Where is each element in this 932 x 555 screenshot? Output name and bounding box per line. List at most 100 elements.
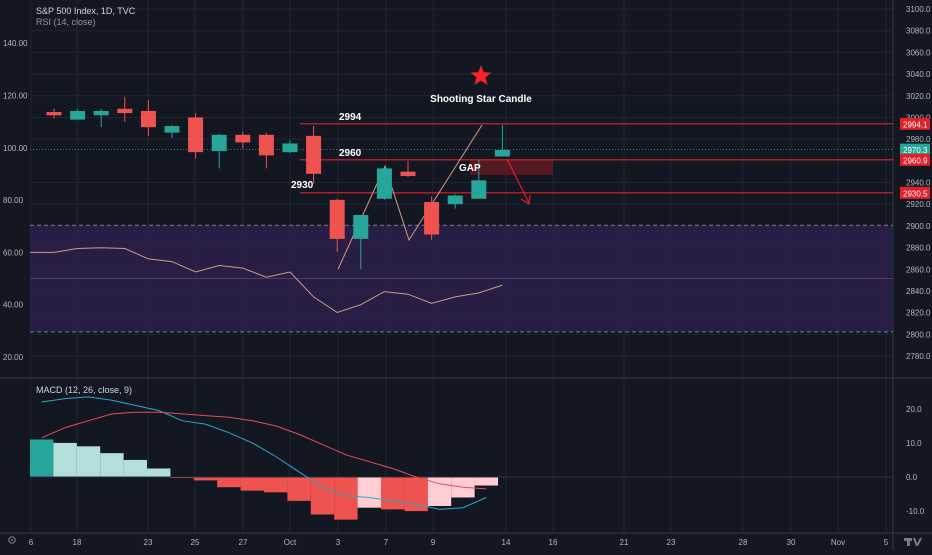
- x-axis-label: 30: [787, 538, 796, 547]
- candle-body: [376, 168, 392, 199]
- macd-histogram-bar: [404, 477, 428, 512]
- price-axis-label: 2820.0: [906, 309, 931, 318]
- price-tag-2960-bg: [900, 153, 930, 166]
- candle-body: [471, 180, 487, 199]
- price-tag-2930: 2930.5: [903, 189, 928, 198]
- x-axis-label: Nov: [831, 538, 845, 547]
- macd-histogram-bar: [264, 477, 288, 493]
- macd-histogram-bar: [193, 477, 218, 481]
- macd-axis-label: -10.0: [906, 507, 925, 516]
- macd-axis-label: 20.0: [906, 405, 922, 414]
- price-axis-label: 2800.0: [906, 330, 931, 339]
- x-axis-label: 18: [73, 538, 82, 547]
- macd-histogram-bar: [100, 453, 124, 477]
- price-tag-2994: 2994.1: [903, 120, 928, 129]
- tradingview-logo-icon: [904, 537, 922, 546]
- rsi-axis-label: 140.00: [3, 39, 28, 48]
- x-axis-label: 23: [667, 538, 676, 547]
- price-axis-label: 3100.0: [906, 5, 931, 14]
- candle-body: [117, 108, 133, 114]
- signal-line: [41, 411, 487, 490]
- x-axis-label: 5: [884, 538, 889, 547]
- macd-histogram-bar: [217, 477, 241, 488]
- gap-label: GAP: [459, 163, 481, 174]
- macd-histogram-bar: [147, 468, 171, 477]
- rsi-axis-label: 100.00: [3, 144, 28, 153]
- candle-body: [447, 195, 463, 205]
- price-axis-label: 3040.0: [906, 70, 931, 79]
- price-axis-label: 3080.0: [906, 27, 931, 36]
- level-label-2960: 2960: [339, 148, 362, 159]
- candle-body: [494, 149, 510, 157]
- price-axis-label: 2880.0: [906, 244, 931, 253]
- rsi-axis-label: 40.00: [3, 301, 24, 310]
- candle-body: [306, 135, 322, 174]
- candle-body: [235, 134, 251, 143]
- price-tag-last-bg: [900, 143, 930, 156]
- candle-body: [329, 199, 345, 239]
- star-icon: [470, 65, 492, 85]
- x-axis-label: Oct: [284, 538, 297, 547]
- price-axis-label: 2780.0: [906, 352, 931, 361]
- candle-body: [70, 110, 86, 120]
- x-axis-label: 14: [502, 538, 511, 547]
- rsi-axis-label: 20.00: [3, 353, 24, 362]
- x-axis-label: 9: [431, 538, 436, 547]
- candle-body: [140, 110, 156, 128]
- candle-body: [258, 134, 274, 156]
- price-axis-label: 2900.0: [906, 222, 931, 231]
- price-axis-label: 2920.0: [906, 200, 931, 209]
- price-tag-2960: 2960.9: [903, 156, 928, 165]
- x-axis-label: 16: [549, 538, 558, 547]
- candle-body: [353, 215, 369, 239]
- candle-body: [93, 110, 109, 116]
- macd-histogram-bar: [76, 446, 101, 477]
- price-axis-label: 3060.0: [906, 48, 931, 57]
- macd-axis-label: 0.0: [906, 473, 918, 482]
- candle-body: [46, 112, 62, 116]
- down-arrow-shaft: [506, 158, 530, 204]
- rsi-axis-label: 120.00: [3, 92, 28, 101]
- level-label-2930: 2930: [291, 180, 314, 191]
- x-axis-label: 21: [620, 538, 629, 547]
- macd-histogram-bar: [334, 477, 358, 520]
- x-axis-label: 6: [29, 538, 34, 547]
- candle-body: [282, 143, 298, 153]
- price-axis-label: 2860.0: [906, 265, 931, 274]
- macd-histogram-bar: [30, 439, 54, 477]
- legend-rsi[interactable]: RSI (14, close): [36, 17, 96, 27]
- legend-symbol[interactable]: S&P 500 Index, 1D, TVC: [36, 6, 136, 16]
- x-axis-label: 28: [739, 538, 748, 547]
- x-axis-label: 3: [336, 538, 341, 547]
- macd-histogram-bar: [53, 442, 77, 477]
- shooting-star-label: Shooting Star Candle: [430, 94, 532, 105]
- price-tag-2994-bg: [900, 117, 930, 130]
- macd-histogram-bar: [170, 477, 194, 479]
- macd-histogram-bar: [381, 477, 405, 510]
- macd-line: [41, 396, 487, 510]
- price-tag-2930-bg: [900, 186, 930, 199]
- candle-body: [400, 171, 416, 176]
- macd-histogram-bar: [123, 459, 147, 477]
- rsi-axis-label: 60.00: [3, 248, 24, 257]
- price-axis-label: 2980.0: [906, 135, 931, 144]
- macd-histogram-bar: [287, 477, 311, 501]
- macd-histogram-bar: [240, 477, 264, 491]
- candle-body: [211, 134, 227, 152]
- gear-icon[interactable]: [6, 534, 18, 546]
- legend-macd[interactable]: MACD (12, 26, close, 9): [36, 385, 133, 395]
- price-tag-last: 2970.3: [903, 146, 928, 155]
- rsi-line: [30, 247, 503, 314]
- macd-axis-label: 10.0: [906, 439, 922, 448]
- x-axis-label: 27: [239, 538, 248, 547]
- macd-histogram-bar: [474, 477, 498, 486]
- macd-histogram-bar: [357, 477, 381, 508]
- down-arrow-icon: [520, 194, 531, 206]
- level-label-2994: 2994: [339, 112, 362, 123]
- price-axis-label: 2840.0: [906, 287, 931, 296]
- x-axis-label: 7: [384, 538, 389, 547]
- rsi-axis-label: 80.00: [3, 196, 24, 205]
- candle-body: [188, 117, 204, 153]
